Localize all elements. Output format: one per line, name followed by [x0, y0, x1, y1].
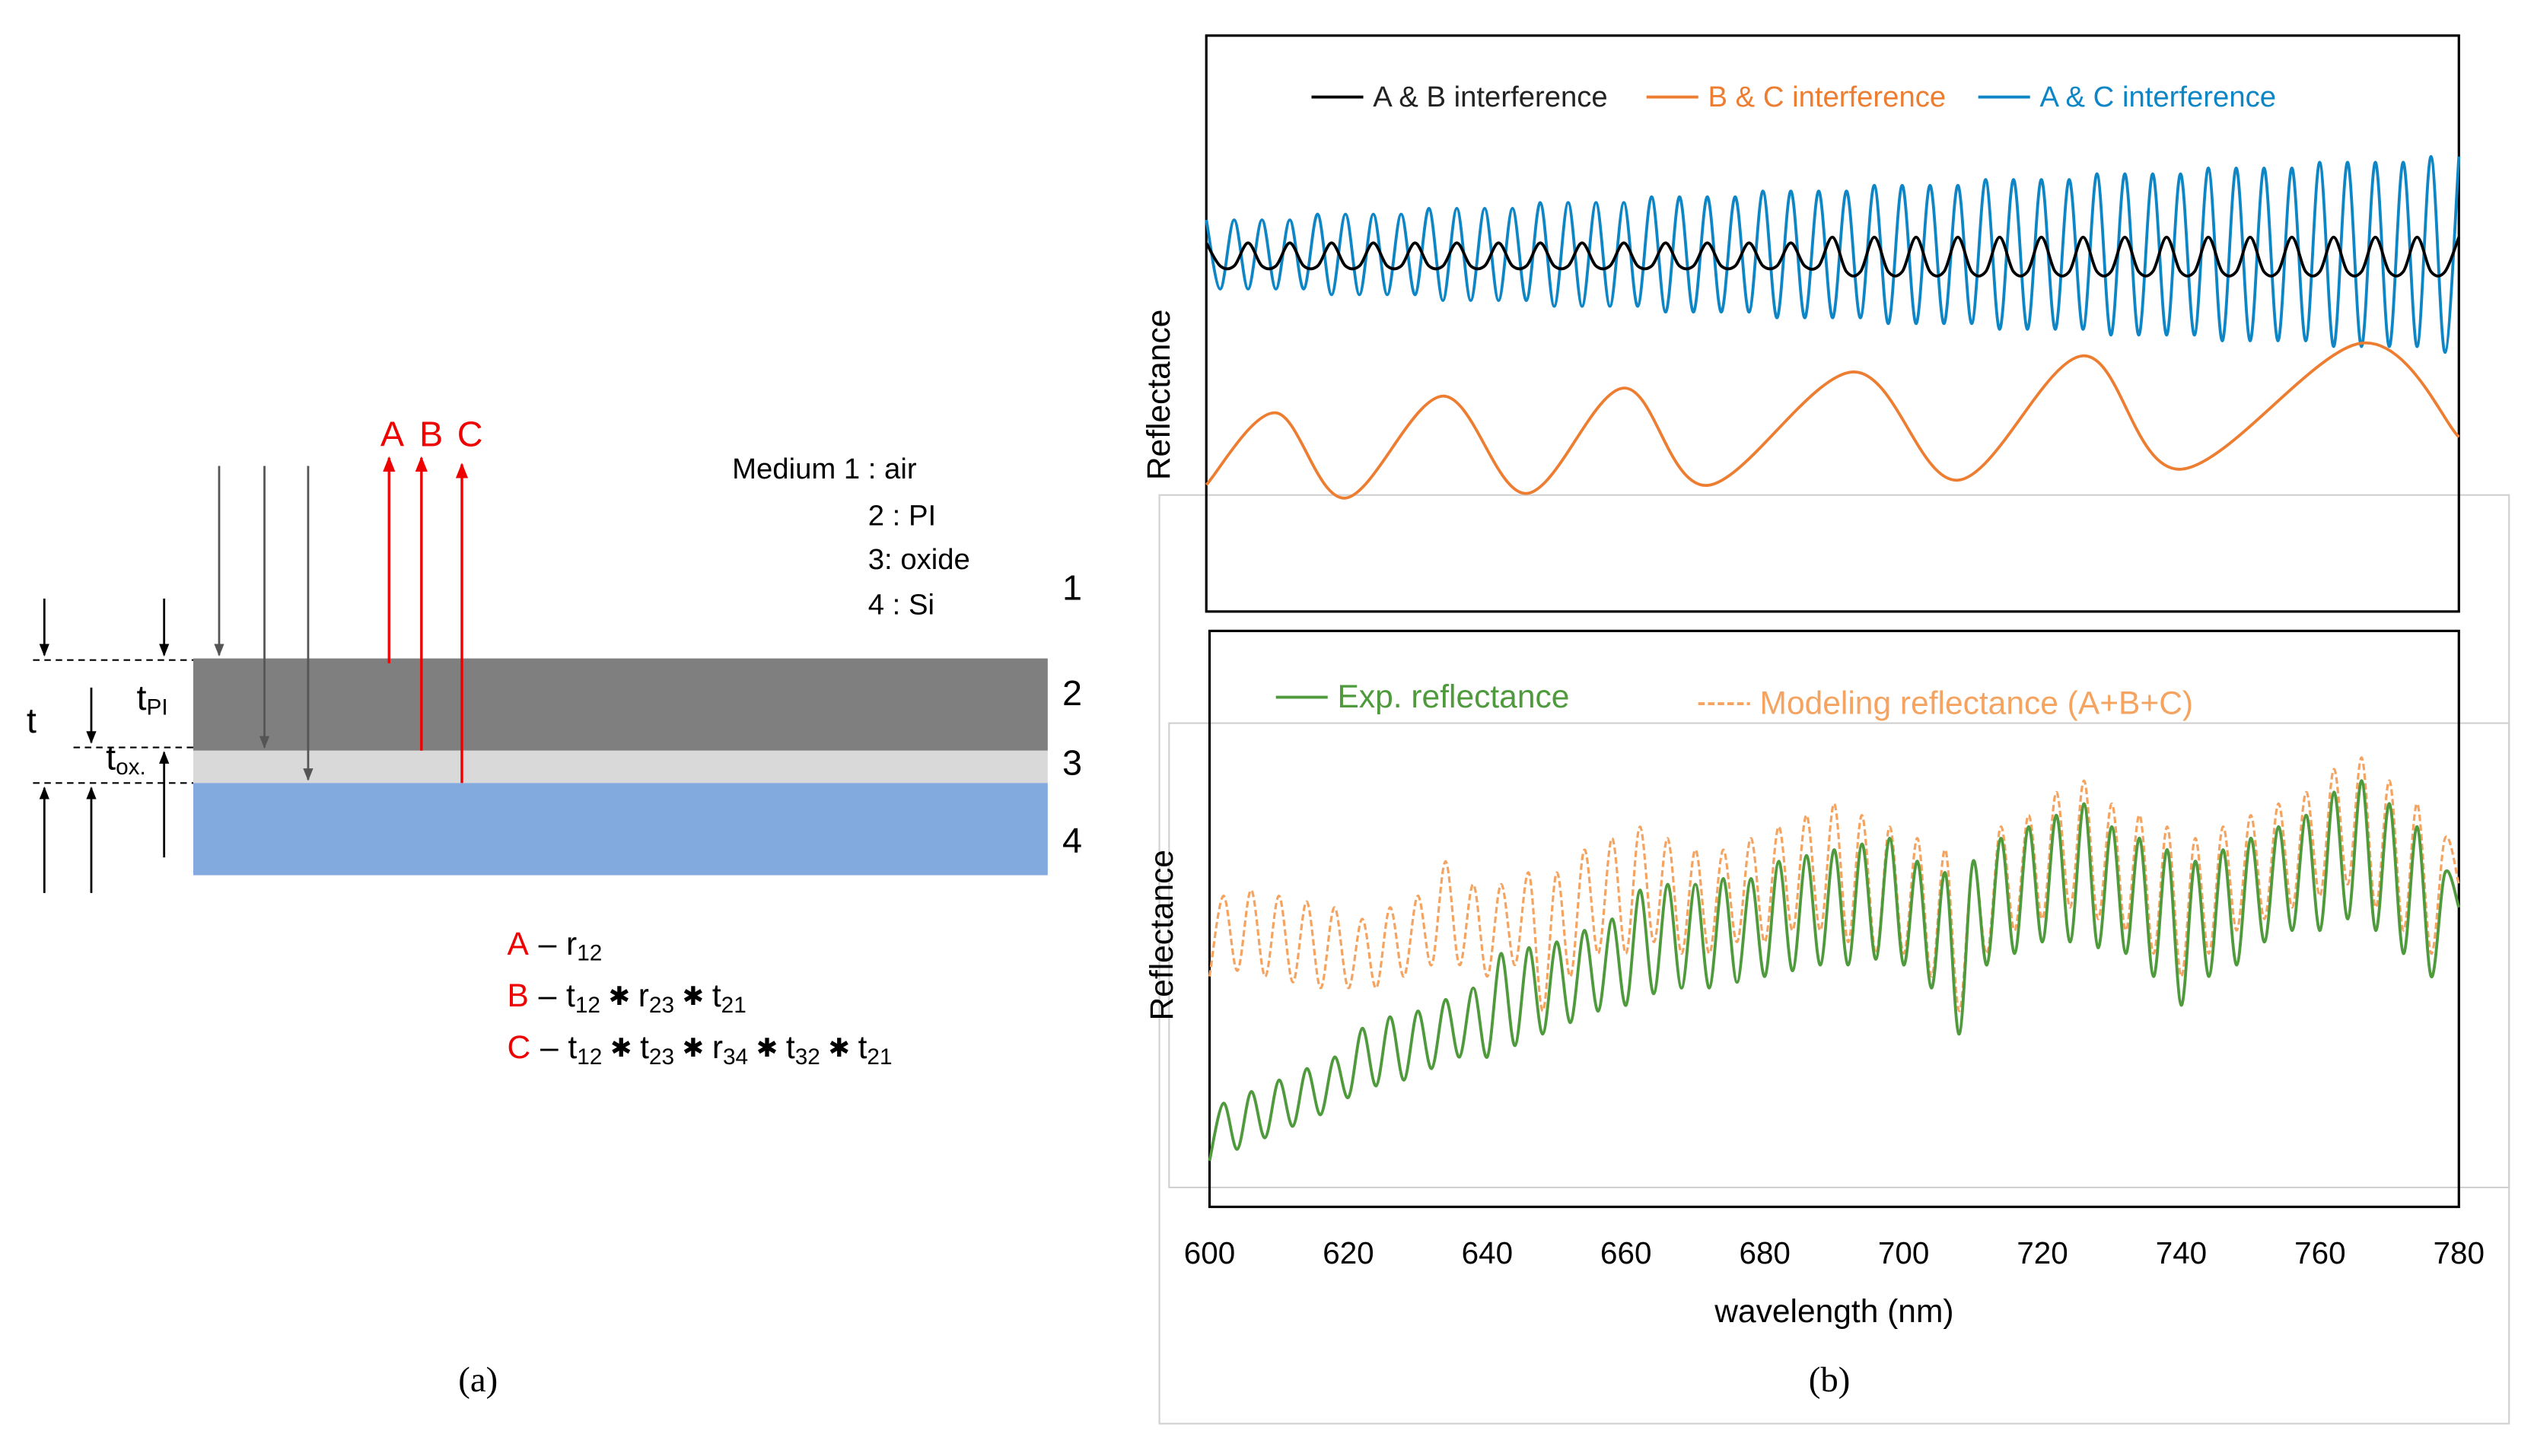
symbol: t [566, 978, 575, 1014]
symbol: t [858, 1029, 867, 1066]
x-tick-label: 760 [2294, 1235, 2345, 1270]
diagram: A B C Medium 1 : air 2 : PI 3: oxide 4 :… [27, 415, 1082, 1400]
x-axis-label: wavelength (nm) [1714, 1293, 1953, 1330]
x-tick-label: 660 [1600, 1235, 1651, 1270]
x-tick-label: 600 [1184, 1235, 1235, 1270]
plot-frame [1205, 34, 2460, 613]
charts: Reflectance A & B interference B & C inter… [1141, 34, 2485, 1330]
ray-label: C [508, 1029, 531, 1066]
legend-label: A & B interference [1373, 81, 1607, 113]
subscript: 34 [723, 1044, 748, 1070]
formula: A – r12 [508, 926, 603, 965]
x-tick-label: 640 [1462, 1235, 1513, 1270]
times: ✱ [756, 1034, 778, 1063]
subscript: PI [147, 695, 168, 720]
symbol: t [712, 978, 721, 1014]
legend-label: B & C interference [1708, 81, 1947, 113]
medium-label: 2 : PI [868, 500, 936, 532]
frame [1168, 722, 2510, 1189]
series-line [1205, 154, 2461, 354]
symbol: t [568, 1029, 577, 1066]
series-line [1205, 235, 2461, 278]
medium-label: 3: oxide [868, 543, 970, 576]
series-line [1208, 756, 2460, 1013]
legend-label: Modeling reflectance (A+B+C) [1760, 685, 2194, 721]
ray-label: C [457, 415, 483, 454]
series-line [1208, 779, 2461, 1162]
symbol: r [638, 978, 649, 1014]
frame [1158, 494, 2510, 1425]
legend-label: Exp. reflectance [1338, 679, 1570, 715]
y-axis-label: Reflectance [1144, 850, 1180, 1021]
layer-number: 1 [1062, 568, 1082, 608]
formula: C – t12 ✱ t23 ✱ r34 ✱ t32 ✱ t21 [508, 1029, 893, 1069]
times: ✱ [609, 982, 631, 1011]
x-tick-label: 620 [1323, 1235, 1374, 1270]
x-tick-label: 740 [2156, 1235, 2207, 1270]
subscript: 12 [575, 993, 600, 1018]
y-axis-label: Reflectance [1141, 310, 1177, 481]
thickness-label: tPI [137, 678, 168, 720]
subscript: 12 [577, 941, 602, 966]
ray-label: B [508, 978, 529, 1014]
symbol: t [640, 1029, 649, 1066]
subscript: 12 [577, 1044, 602, 1070]
symbol: r [712, 1029, 723, 1066]
subscript: ox. [116, 755, 146, 780]
symbol: t [106, 738, 116, 777]
x-tick-label: 780 [2434, 1235, 2485, 1270]
caption: (a) [458, 1360, 498, 1400]
thickness-label: tox. [106, 738, 146, 780]
subscript: 21 [721, 993, 747, 1018]
x-tick-label: 700 [1878, 1235, 1929, 1270]
dash: – [540, 1029, 559, 1066]
layer-number: 4 [1062, 820, 1082, 860]
legend-label: A & C interference [2039, 81, 2276, 113]
plot-frame [1208, 629, 2460, 1209]
dash: – [539, 978, 557, 1014]
symbol: t [786, 1029, 795, 1066]
layer-number: 3 [1062, 742, 1082, 782]
ray-label: A [380, 415, 405, 454]
layer-number: 2 [1062, 673, 1082, 713]
times: ✱ [610, 1034, 632, 1063]
oxide-layer [193, 750, 1048, 784]
formula: B – t12 ✱ r23 ✱ t21 [508, 978, 747, 1017]
subscript: 32 [795, 1044, 820, 1070]
medium-label: Medium 1 : air [732, 453, 917, 485]
subscript: 21 [867, 1044, 892, 1070]
times: ✱ [683, 982, 705, 1011]
pi-layer [193, 658, 1048, 751]
times: ✱ [828, 1034, 850, 1063]
medium-label: 4 : Si [868, 589, 934, 622]
symbol: r [566, 926, 577, 962]
si-layer [193, 783, 1048, 876]
dash: – [539, 926, 557, 962]
subscript: 23 [649, 993, 674, 1018]
thickness-label: t [27, 701, 37, 740]
series-line [1205, 342, 2460, 500]
x-tick-label: 720 [2017, 1235, 2068, 1270]
caption: (b) [1809, 1360, 1851, 1400]
ray-label: B [419, 415, 443, 454]
symbol: t [137, 678, 147, 717]
subscript: 23 [649, 1044, 674, 1070]
x-tick-label: 680 [1739, 1235, 1790, 1270]
ray-label: A [508, 926, 530, 962]
times: ✱ [683, 1034, 705, 1063]
